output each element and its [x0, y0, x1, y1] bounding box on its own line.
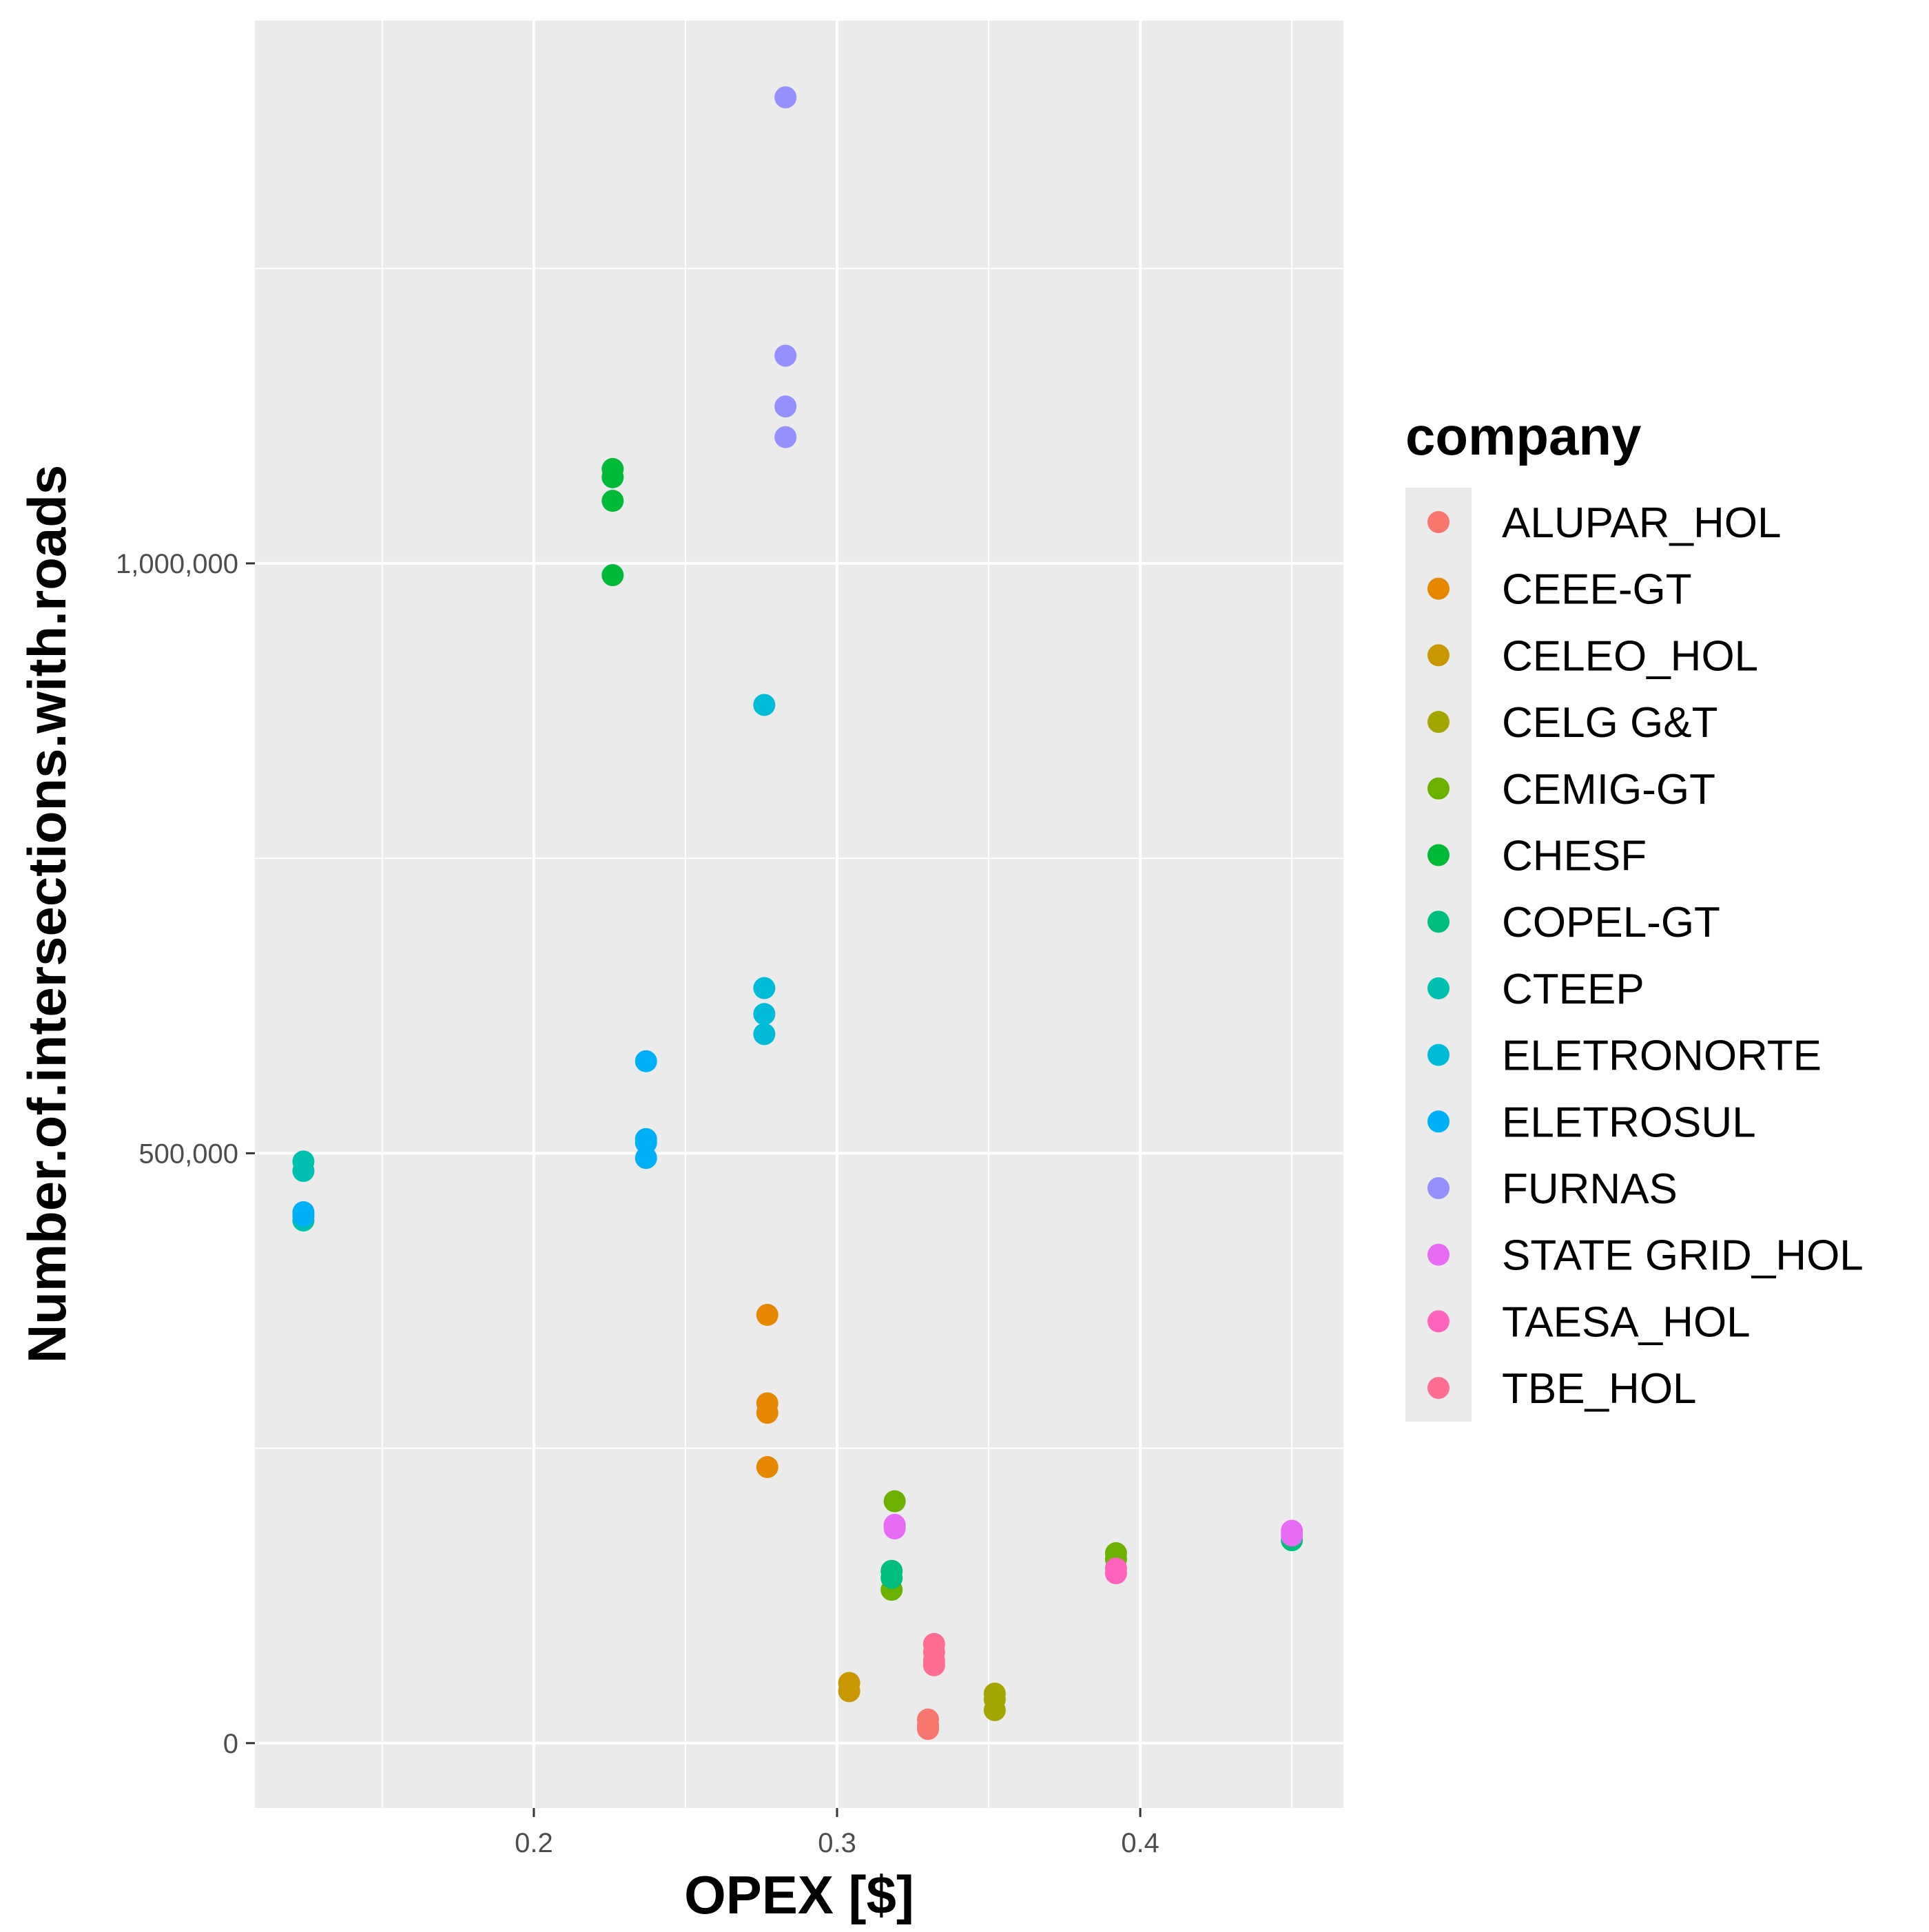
y-tick-label: 0 [223, 1729, 238, 1759]
legend-key [1427, 711, 1450, 734]
legend-key [1427, 1377, 1450, 1400]
data-point [756, 1455, 778, 1478]
legend-label: TAESA_HOL [1502, 1298, 1751, 1346]
legend-key [1427, 911, 1450, 933]
legend-label: CELG G&T [1502, 699, 1718, 747]
legend-key [1427, 577, 1450, 600]
data-point [635, 1050, 657, 1072]
data-point [601, 466, 624, 488]
legend-label: COPEL-GT [1502, 899, 1720, 946]
legend-key [1427, 1043, 1450, 1066]
legend-key [1427, 777, 1450, 800]
data-point [756, 1402, 778, 1424]
data-point [753, 1003, 776, 1026]
legend-label: TBE_HOL [1502, 1365, 1697, 1413]
data-point [774, 426, 797, 448]
minor-gridlines [255, 21, 1343, 1808]
legend-label: CTEEP [1502, 966, 1644, 1013]
data-point [983, 1699, 1006, 1721]
legend-key [1427, 844, 1450, 866]
legend-label: ALUPAR_HOL [1502, 499, 1781, 547]
data-point [1104, 1562, 1127, 1585]
legend-key [1427, 977, 1450, 999]
y-axis-title: Number.of.intersections.with.roads [17, 465, 77, 1364]
data-point [774, 395, 797, 418]
data-point [774, 86, 797, 109]
data-point [292, 1160, 315, 1183]
data-point [922, 1654, 945, 1676]
data-points [292, 86, 1303, 1741]
data-point [601, 564, 624, 587]
data-point [753, 977, 776, 999]
legend-key [1427, 644, 1450, 667]
legend-key [1427, 1310, 1450, 1333]
legend-key [1427, 1177, 1450, 1199]
legend-label: STATE GRID_HOL [1502, 1232, 1864, 1280]
data-point [883, 1517, 906, 1540]
data-point [838, 1680, 860, 1703]
data-point [917, 1718, 940, 1741]
data-point [601, 490, 624, 512]
x-axis-ticks: 0.2 0.3 0.4 [515, 1808, 1159, 1858]
y-axis-ticks: 0 500,000 1,000,000 [116, 549, 255, 1759]
data-point [635, 1147, 657, 1170]
x-axis-title: OPEX [$] [684, 1865, 914, 1925]
data-point [635, 1131, 657, 1154]
data-point [883, 1490, 906, 1513]
y-tick-label: 500,000 [138, 1139, 238, 1169]
y-tick-label: 1,000,000 [116, 549, 238, 579]
legend-label: CELEO_HOL [1502, 632, 1758, 680]
x-tick-label: 0.3 [818, 1828, 856, 1858]
plot-panel [255, 21, 1343, 1808]
legend-key [1427, 1110, 1450, 1133]
data-point [292, 1205, 315, 1227]
major-gridlines [255, 21, 1343, 1808]
x-tick-label: 0.2 [515, 1828, 553, 1858]
legend-key-background [1405, 488, 1472, 1422]
legend-key [1427, 511, 1450, 533]
data-point [880, 1566, 903, 1589]
legend-label: ELETROSUL [1502, 1099, 1756, 1146]
legend-title: company [1405, 406, 1641, 466]
x-tick-label: 0.4 [1121, 1828, 1159, 1858]
legend-label: ELETRONORTE [1502, 1032, 1822, 1080]
data-point [756, 1304, 778, 1327]
data-point [753, 1023, 776, 1046]
legend-items: ALUPAR_HOL CEEE-GT CELEO_HOL CELG G&T CEMIG-… [1427, 499, 1864, 1413]
legend-key [1427, 1243, 1450, 1266]
legend: company ALUPAR_HOL CEEE-GT CELEO_HOL CELG G… [1405, 406, 1864, 1422]
data-point [774, 344, 797, 367]
legend-label: FURNAS [1502, 1165, 1678, 1213]
legend-label: CHESF [1502, 833, 1647, 880]
data-point [753, 694, 776, 716]
legend-label: CEMIG-GT [1502, 766, 1715, 813]
data-point [1281, 1524, 1303, 1547]
legend-label: CEEE-GT [1502, 566, 1692, 614]
